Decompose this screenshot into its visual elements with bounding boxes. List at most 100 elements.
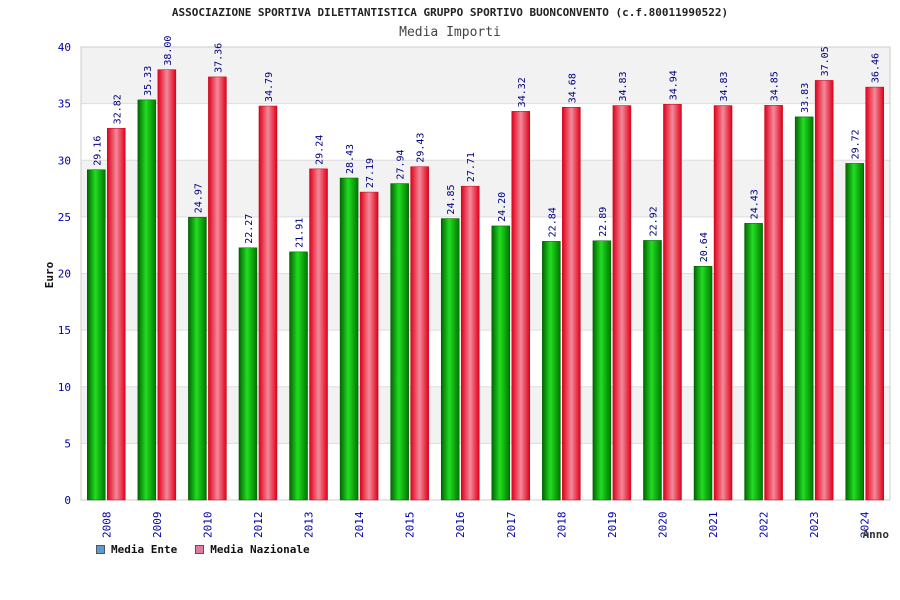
- x-tick-label: 2020: [656, 512, 669, 539]
- x-tick-label: 2017: [505, 512, 518, 539]
- data-label-media-ente: 21.91: [295, 218, 306, 248]
- bar-media-nazionale: [258, 105, 278, 501]
- bar-media-nazionale: [157, 69, 177, 501]
- x-tick-label: 2019: [606, 512, 619, 539]
- data-label-media-ente: 35.33: [143, 66, 154, 96]
- data-label-media-ente: 29.16: [92, 136, 103, 166]
- data-label-media-nazionale: 37.36: [213, 43, 224, 73]
- legend-swatch-media-nazionale: [195, 545, 205, 554]
- bar-media-ente: [137, 99, 157, 501]
- y-tick-label: 40: [58, 41, 71, 54]
- x-tick-label: 2022: [758, 512, 771, 539]
- x-tick-label: 2013: [303, 512, 316, 539]
- x-tick-label: 2015: [404, 512, 417, 539]
- bar-media-nazionale: [410, 166, 429, 501]
- y-tick-label: 15: [58, 324, 71, 337]
- bar-media-nazionale: [562, 106, 581, 501]
- legend: Media Ente Media Nazionale: [96, 543, 310, 556]
- bar-media-ente: [390, 183, 409, 501]
- data-label-media-nazionale: 34.68: [567, 73, 578, 103]
- x-tick-label: 2018: [555, 512, 568, 539]
- data-label-media-nazionale: 34.83: [719, 71, 730, 101]
- bar-media-ente: [440, 218, 460, 501]
- x-tick-label: 2010: [201, 512, 214, 539]
- data-label-media-ente: 22.84: [547, 207, 558, 237]
- bar-media-nazionale: [865, 86, 884, 501]
- y-tick-label: 25: [58, 211, 71, 224]
- plot-frame: [80, 46, 891, 501]
- bar-media-ente: [491, 225, 511, 501]
- y-tick-label: 10: [58, 381, 71, 394]
- bar-media-nazionale: [814, 80, 834, 501]
- bar-media-nazionale: [764, 105, 783, 501]
- y-axis-label: Euro: [43, 261, 56, 288]
- x-tick-label: 2014: [353, 511, 366, 538]
- legend-label-media-ente: Media Ente: [111, 543, 178, 556]
- data-label-media-ente: 22.89: [598, 207, 609, 237]
- x-axis-label: Anno: [863, 528, 890, 541]
- data-label-media-nazionale: 36.46: [871, 53, 882, 83]
- data-label-media-nazionale: 34.94: [668, 70, 679, 100]
- bar-media-nazionale: [511, 111, 531, 501]
- data-label-media-ente: 24.43: [750, 189, 761, 219]
- x-tick-label: 2008: [100, 512, 113, 539]
- bar-media-nazionale: [713, 105, 733, 501]
- data-label-media-ente: 29.72: [851, 129, 862, 159]
- legend-label-media-nazionale: Media Nazionale: [210, 543, 310, 556]
- x-tick-label: 2023: [808, 512, 821, 539]
- bar-media-ente: [542, 241, 561, 501]
- y-tick-label: 20: [58, 268, 71, 281]
- bar-media-ente: [238, 247, 258, 501]
- y-tick-label: 35: [58, 98, 71, 111]
- bar-media-nazionale: [208, 76, 227, 501]
- bar-media-nazionale: [612, 105, 632, 501]
- x-tick-label: 2009: [151, 512, 164, 539]
- bar-media-ente: [845, 163, 864, 501]
- bar-media-nazionale: [309, 168, 328, 501]
- bar-media-ente: [87, 169, 106, 501]
- bar-media-ente: [744, 223, 763, 501]
- bar-media-nazionale: [107, 128, 126, 501]
- bar-media-nazionale: [663, 104, 682, 501]
- data-label-media-ente: 28.43: [345, 144, 356, 174]
- bar-media-ente: [339, 177, 359, 501]
- data-label-media-ente: 24.85: [446, 184, 457, 214]
- data-label-media-nazionale: 37.05: [820, 46, 831, 76]
- data-label-media-nazionale: 29.24: [315, 135, 326, 165]
- x-tick-label: 2012: [252, 512, 265, 539]
- y-tick-label: 30: [58, 154, 71, 167]
- data-label-media-nazionale: 29.43: [416, 133, 427, 163]
- data-label-media-nazionale: 27.19: [365, 158, 376, 188]
- legend-item-media-nazionale: Media Nazionale: [195, 543, 310, 556]
- data-label-media-nazionale: 27.71: [466, 152, 477, 182]
- x-tick-label: 2021: [707, 512, 720, 539]
- data-label-media-ente: 24.97: [193, 183, 204, 213]
- data-label-media-nazionale: 34.85: [770, 71, 781, 101]
- bar-media-nazionale: [460, 185, 480, 501]
- y-tick-label: 0: [64, 494, 71, 507]
- bar-media-nazionale: [359, 191, 379, 501]
- chart-subtitle: Media Importi: [399, 25, 501, 40]
- chart-title: ASSOCIAZIONE SPORTIVA DILETTANTISTICA GR…: [171, 6, 729, 19]
- y-tick-label: 5: [64, 437, 71, 450]
- data-label-media-nazionale: 34.32: [517, 77, 528, 107]
- data-label-media-ente: 22.92: [648, 206, 659, 236]
- bar-media-ente: [188, 216, 207, 501]
- data-label-media-ente: 22.27: [244, 214, 255, 244]
- legend-swatch-media-ente: [96, 545, 105, 554]
- bar-media-ente: [794, 116, 814, 501]
- data-label-media-ente: 27.94: [396, 149, 407, 179]
- x-tick-label: 2024: [859, 511, 872, 538]
- bar-media-ente: [643, 240, 662, 501]
- data-label-media-nazionale: 34.79: [264, 72, 275, 102]
- bar-media-ente: [289, 251, 308, 501]
- data-label-media-ente: 24.20: [497, 192, 508, 222]
- data-label-media-nazionale: 34.83: [618, 71, 629, 101]
- data-label-media-ente: 20.64: [699, 232, 710, 262]
- data-label-media-nazionale: 32.82: [112, 94, 123, 124]
- bar-media-ente: [693, 266, 713, 501]
- data-label-media-nazionale: 38.00: [163, 36, 174, 66]
- data-label-media-ente: 33.83: [800, 83, 811, 113]
- x-tick-label: 2016: [454, 512, 467, 539]
